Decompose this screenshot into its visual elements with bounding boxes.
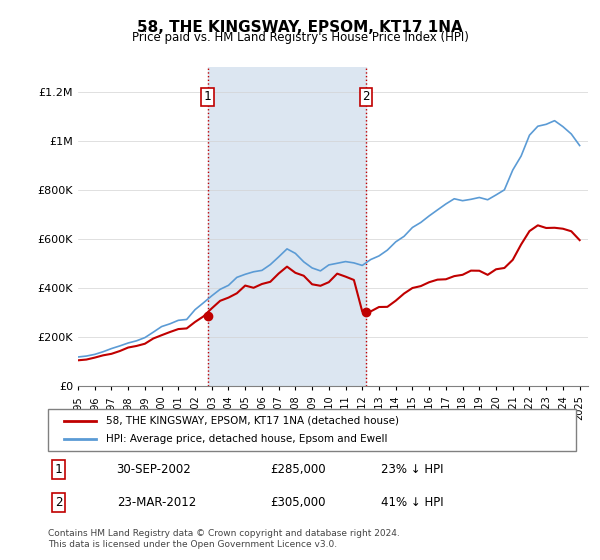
Text: £285,000: £285,000 [270,463,325,476]
Text: 23-MAR-2012: 23-MAR-2012 [116,496,196,509]
Text: 58, THE KINGSWAY, EPSOM, KT17 1NA (detached house): 58, THE KINGSWAY, EPSOM, KT17 1NA (detac… [106,416,399,426]
Text: Price paid vs. HM Land Registry's House Price Index (HPI): Price paid vs. HM Land Registry's House … [131,31,469,44]
Text: 1: 1 [204,90,211,103]
Text: 23% ↓ HPI: 23% ↓ HPI [380,463,443,476]
Text: 41% ↓ HPI: 41% ↓ HPI [380,496,443,509]
Bar [208,67,366,386]
Text: 2: 2 [55,496,62,509]
Text: Contains HM Land Registry data © Crown copyright and database right 2024.
This d: Contains HM Land Registry data © Crown c… [48,529,400,549]
FancyBboxPatch shape [48,409,576,451]
Text: £305,000: £305,000 [270,496,325,509]
Text: 2: 2 [362,90,370,103]
Text: 30-SEP-2002: 30-SEP-2002 [116,463,191,476]
Text: HPI: Average price, detached house, Epsom and Ewell: HPI: Average price, detached house, Epso… [106,434,388,444]
Text: 1: 1 [55,463,62,476]
Text: 58, THE KINGSWAY, EPSOM, KT17 1NA: 58, THE KINGSWAY, EPSOM, KT17 1NA [137,20,463,35]
